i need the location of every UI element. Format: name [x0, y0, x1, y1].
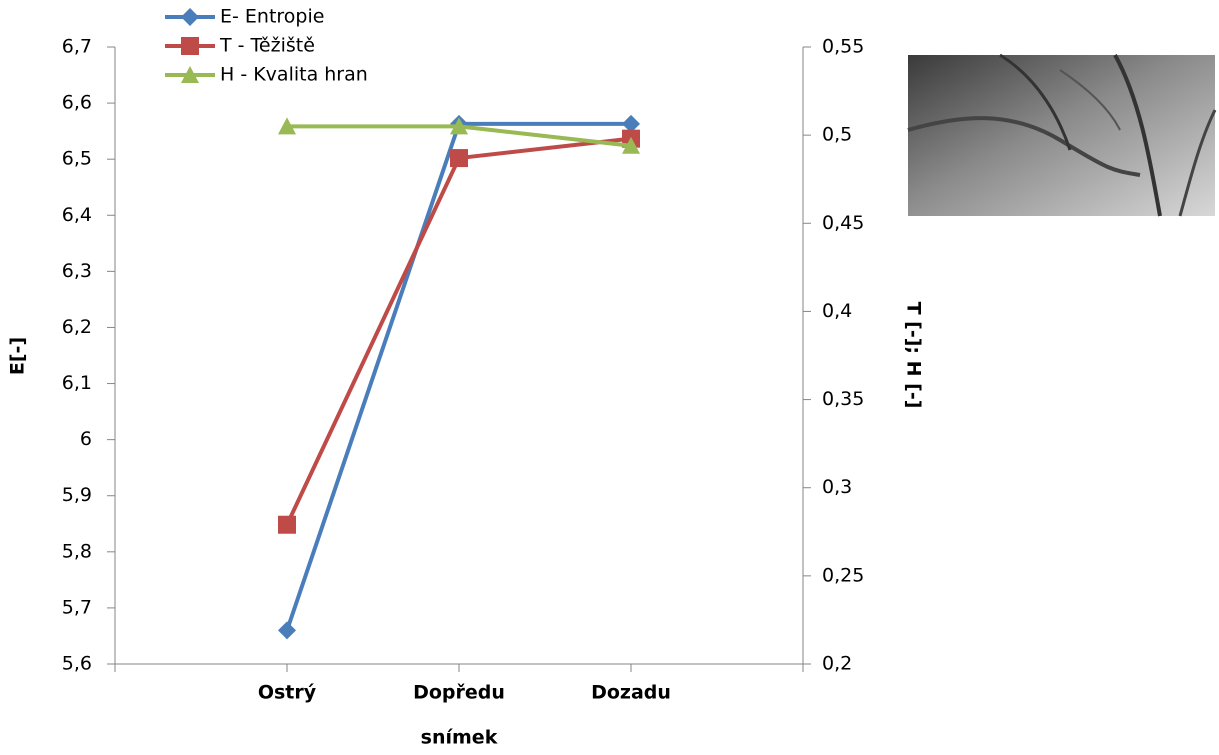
data-point: [450, 149, 468, 168]
series-line: [285, 136, 632, 526]
y-tick-label: 6,3: [62, 260, 92, 282]
data-point: [622, 136, 640, 154]
series-line: [285, 121, 631, 631]
y2-tick-label: 0,5: [822, 124, 852, 146]
y2-tick-label: 0,45: [822, 212, 864, 234]
y-tick-label: 6,5: [62, 148, 92, 170]
y-tick-label: 6,6: [62, 92, 92, 114]
y-tick-label: 6,2: [62, 316, 92, 338]
y2-tick-label: 0,35: [822, 388, 864, 410]
y2-axis-title: T [-]; H [-]: [903, 302, 925, 409]
y2-tick-label: 0,2: [822, 653, 852, 675]
y-tick-label: 6,1: [62, 372, 92, 394]
y-tick-label: 5,8: [62, 540, 92, 562]
y2-tick-label: 0,25: [822, 564, 864, 586]
y-axis-title: E[-]: [7, 337, 29, 375]
legend-label: T - Těžiště: [219, 35, 315, 57]
x-tick-label: Ostrý: [258, 682, 317, 704]
y2-tick-label: 0,55: [822, 36, 864, 58]
legend-label: E- Entropie: [220, 6, 324, 28]
data-point: [278, 621, 296, 640]
y-tick-label: 5,6: [62, 653, 92, 675]
retina-image: [907, 53, 1217, 217]
legend-label: H - Kvalita hran: [220, 64, 368, 86]
data-point: [278, 117, 296, 135]
legend-marker: [181, 66, 199, 83]
data-point: [622, 114, 640, 133]
y2-tick-label: 0,3: [822, 476, 852, 498]
y-tick-label: 5,7: [62, 596, 92, 618]
y-tick-label: 6,4: [62, 204, 92, 226]
y2-tick-label: 0,4: [822, 300, 852, 322]
data-point: [450, 117, 468, 135]
x-tick-label: Dozadu: [591, 682, 671, 704]
x-tick-label: Dopředu: [413, 682, 505, 704]
y-tick-label: 6: [80, 428, 92, 450]
y-tick-label: 5,9: [62, 484, 92, 506]
legend-marker: [181, 8, 199, 26]
y-tick-label: 6,7: [62, 36, 92, 58]
x-axis-title: snímek: [421, 727, 498, 749]
legend-marker: [181, 37, 199, 55]
data-point: [278, 515, 296, 534]
